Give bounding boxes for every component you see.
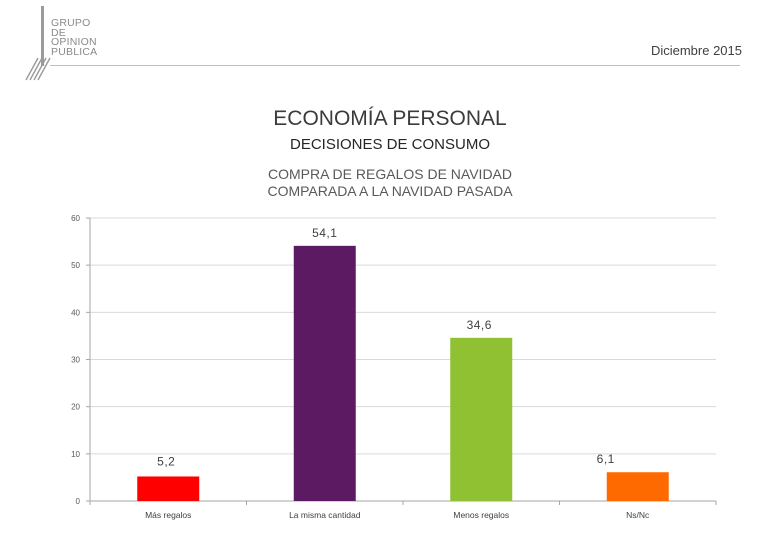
y-tick-label: 60: [71, 214, 80, 223]
chart-title-line-2: COMPARADA A LA NAVIDAD PASADA: [267, 183, 513, 199]
category-label: La misma cantidad: [289, 510, 361, 520]
data-label: 54,1: [312, 226, 337, 240]
bar: [137, 476, 200, 501]
y-tick-label: 30: [71, 356, 80, 365]
report-date: Diciembre 2015: [650, 43, 742, 58]
bar: [293, 245, 356, 501]
logo-text: GRUPO DE OPINION PUBLICA: [51, 17, 98, 58]
y-tick-label: 40: [71, 308, 80, 317]
bar: [606, 472, 669, 501]
y-tick-label: 50: [71, 261, 80, 270]
data-label: 6,1: [597, 452, 615, 466]
chart-title: COMPRA DE REGALOS DE NAVIDAD COMPARADA A…: [0, 166, 780, 200]
header-divider: [50, 65, 740, 66]
logo-emblem: [25, 6, 51, 81]
data-label: 5,2: [157, 454, 175, 468]
y-tick-label: 10: [71, 450, 80, 459]
y-tick-label: 20: [71, 403, 80, 412]
category-label: Menos regalos: [453, 510, 509, 520]
page-subtitle: DECISIONES DE CONSUMO: [289, 136, 491, 153]
page-title: ECONOMÍA PERSONAL: [273, 107, 507, 130]
category-label: Más regalos: [145, 510, 191, 520]
category-label: Ns/Nc: [626, 510, 650, 520]
bar: [450, 337, 513, 501]
chart-title-line-1: COMPRA DE REGALOS DE NAVIDAD: [267, 166, 512, 182]
y-tick-label: 0: [76, 497, 81, 506]
data-label: 34,6: [467, 318, 492, 332]
